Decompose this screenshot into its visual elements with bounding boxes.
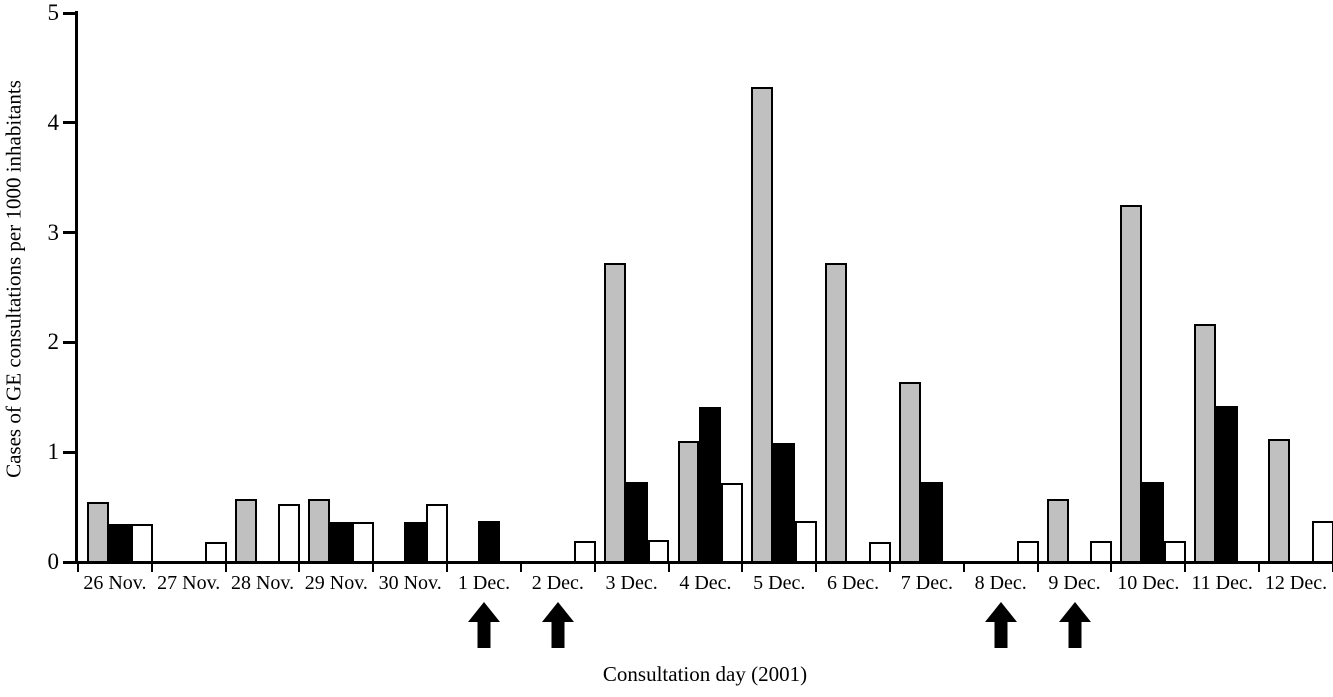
- up-arrow-icon: [984, 602, 1017, 648]
- bar-gray-series-11-dec: [1194, 323, 1217, 564]
- up-arrow-8-dec: [984, 602, 1017, 648]
- y-axis-line: [75, 11, 78, 564]
- x-tick-7: [593, 564, 596, 572]
- x-tick-1: [150, 564, 153, 572]
- x-label-2-dec: 2 Dec.: [531, 572, 584, 594]
- bar-black-series-4-dec: [699, 407, 722, 564]
- x-label-8-dec: 8 Dec.: [974, 572, 1027, 594]
- bar-gray-series-3-dec: [603, 263, 626, 564]
- y-tick-label-0: 0: [47, 549, 60, 574]
- bar-gray-series-5-dec: [751, 86, 774, 564]
- x-axis-line: [75, 561, 1333, 564]
- x-tick-5: [446, 564, 449, 572]
- bar-gray-series-9-dec: [1046, 499, 1069, 564]
- x-axis-title: Consultation day (2001): [602, 662, 808, 686]
- up-arrow-icon: [1058, 602, 1091, 648]
- x-label-9-dec: 9 Dec.: [1048, 572, 1101, 594]
- x-tick-2: [224, 564, 227, 572]
- y-tick-label-1: 1: [47, 439, 60, 465]
- bar-black-series-7-dec: [920, 481, 943, 564]
- up-arrow-icon: [467, 602, 500, 648]
- y-tick-3: [63, 231, 75, 235]
- x-tick-13: [1036, 564, 1039, 572]
- x-label-3-dec: 3 Dec.: [605, 572, 658, 594]
- x-label-10-dec: 10 Dec.: [1117, 572, 1180, 594]
- up-arrow-2-dec: [541, 602, 574, 648]
- y-tick-4: [63, 121, 75, 125]
- x-label-29-nov: 29 Nov.: [304, 572, 368, 594]
- bar-black-series-29-nov: [330, 522, 353, 564]
- x-tick-11: [888, 564, 891, 572]
- x-label-28-nov: 28 Nov.: [230, 572, 295, 594]
- x-tick-0: [77, 564, 79, 572]
- bar-gray-series-28-nov: [234, 499, 257, 564]
- bar-gray-series-6-dec: [825, 263, 848, 564]
- x-tick-12: [962, 564, 965, 572]
- y-tick-label-5: 5: [47, 0, 60, 25]
- x-label-6-dec: 6 Dec.: [826, 572, 880, 594]
- bar-black-series-3-dec: [625, 481, 648, 564]
- y-tick-2: [63, 340, 75, 344]
- bar-white-series-30-nov: [426, 503, 448, 564]
- x-tick-17: [1331, 564, 1333, 572]
- bar-gray-series-7-dec: [898, 381, 921, 564]
- bar-white-series-26-nov: [130, 523, 153, 564]
- bar-black-series-1-dec: [477, 521, 500, 564]
- bar-gray-series-4-dec: [677, 441, 700, 564]
- bar-black-series-11-dec: [1216, 406, 1239, 564]
- bar-white-series-28-nov: [278, 503, 301, 564]
- bar-black-series-26-nov: [108, 523, 131, 564]
- x-label-4-dec: 4 Dec.: [679, 572, 732, 594]
- up-arrow-9-dec: [1058, 602, 1091, 648]
- x-label-1-dec: 1 Dec.: [457, 572, 511, 594]
- x-tick-6: [519, 564, 522, 572]
- y-tick-1: [63, 450, 75, 454]
- bar-white-series-29-nov: [352, 522, 375, 564]
- y-tick-label-2: 2: [47, 329, 60, 355]
- bar-white-series-4-dec: [721, 482, 744, 564]
- y-tick-5: [63, 11, 75, 15]
- x-tick-9: [741, 564, 744, 572]
- x-label-5-dec: 5 Dec.: [753, 572, 806, 594]
- bar-gray-series-29-nov: [308, 499, 331, 564]
- x-tick-15: [1184, 564, 1187, 572]
- x-label-27-nov: 27 Nov.: [157, 572, 221, 594]
- bar-gray-series-10-dec: [1120, 205, 1143, 564]
- x-label-7-dec: 7 Dec.: [900, 572, 953, 594]
- x-tick-16: [1258, 564, 1261, 572]
- bar-white-series-5-dec: [795, 521, 818, 564]
- x-label-12-dec: 12 Dec.: [1264, 572, 1328, 594]
- x-tick-4: [372, 564, 375, 572]
- bar-black-series-5-dec: [773, 443, 796, 564]
- x-tick-10: [815, 564, 818, 572]
- bar-black-series-10-dec: [1142, 481, 1165, 564]
- x-label-30-nov: 30 Nov.: [378, 572, 442, 594]
- y-tick-0: [63, 560, 75, 564]
- x-tick-8: [667, 564, 670, 572]
- bar-black-series-30-nov: [404, 522, 427, 564]
- x-tick-14: [1110, 564, 1113, 572]
- up-arrow-icon: [541, 602, 574, 648]
- bar-gray-series-12-dec: [1268, 439, 1290, 564]
- y-tick-label-3: 3: [47, 219, 60, 245]
- up-arrow-1-dec: [467, 602, 500, 648]
- y-tick-label-4: 4: [47, 109, 60, 135]
- bar-white-series-12-dec: [1311, 521, 1333, 564]
- x-label-11-dec: 11 Dec.: [1191, 572, 1253, 594]
- bar-gray-series-26-nov: [87, 501, 109, 564]
- x-tick-3: [298, 564, 301, 572]
- x-label-26-nov: 26 Nov.: [83, 572, 147, 594]
